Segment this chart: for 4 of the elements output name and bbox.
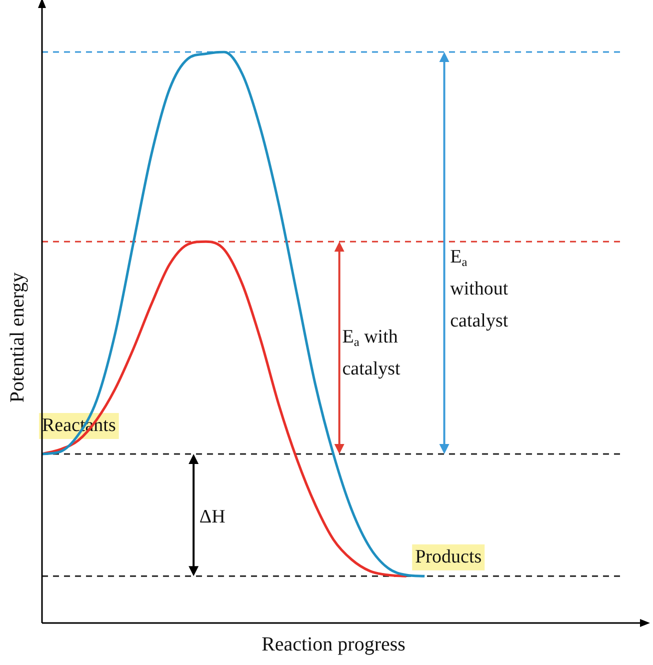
y-axis-title: Potential energy [6,272,28,403]
annotation: ΔH [199,506,226,528]
annotation: Products [415,546,482,568]
x-axis-title: Reaction progress [262,633,406,656]
